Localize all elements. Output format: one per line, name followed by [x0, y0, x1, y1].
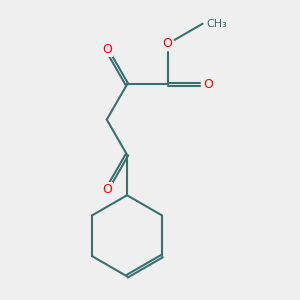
Text: O: O — [102, 183, 112, 196]
Text: O: O — [163, 38, 172, 50]
Text: O: O — [102, 43, 112, 56]
Text: CH₃: CH₃ — [206, 19, 227, 29]
Text: O: O — [203, 78, 213, 91]
